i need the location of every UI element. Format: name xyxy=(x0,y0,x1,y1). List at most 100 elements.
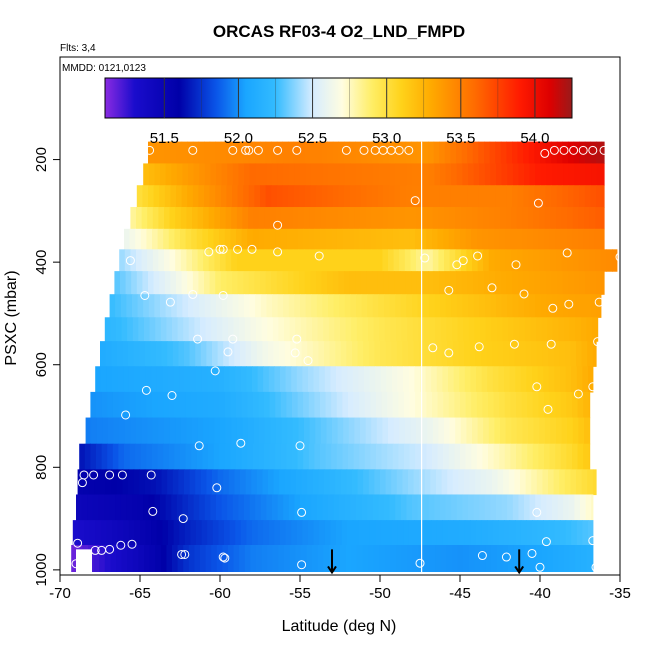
heatmap-cell xyxy=(151,366,158,393)
heatmap-cell xyxy=(256,469,263,496)
heatmap-cell xyxy=(297,443,304,470)
heatmap-cell xyxy=(261,317,268,342)
heatmap-cell xyxy=(479,294,486,318)
heatmap-cell xyxy=(467,185,474,208)
heatmap-cell xyxy=(496,317,503,342)
heatmap-cell xyxy=(376,249,383,272)
heatmap-cell xyxy=(146,228,153,250)
heatmap-cell xyxy=(458,341,465,367)
arrow-head xyxy=(514,565,525,575)
heatmap-cell xyxy=(474,545,481,573)
heatmap-cell xyxy=(544,249,551,272)
heatmap-cell xyxy=(264,249,271,272)
heatmap-cell xyxy=(134,366,141,393)
heatmap-cell xyxy=(315,417,322,445)
heatmap-cell xyxy=(304,417,311,445)
heatmap-cell xyxy=(156,366,163,393)
heatmap-cell xyxy=(425,520,432,546)
heatmap-cell xyxy=(179,520,186,546)
heatmap-cell xyxy=(170,185,177,208)
heatmap-cell xyxy=(368,317,375,342)
heatmap-cell xyxy=(337,249,344,272)
heatmap-cell xyxy=(338,185,345,208)
heatmap-cell xyxy=(156,469,163,496)
heatmap-cell xyxy=(505,207,512,230)
heatmap-cell xyxy=(336,366,343,393)
heatmap-cell xyxy=(360,271,367,295)
heatmap-cell xyxy=(512,141,519,165)
heatmap-cell xyxy=(527,443,534,470)
heatmap-cell xyxy=(259,417,266,445)
heatmap-cell xyxy=(569,545,576,573)
heatmap-cell xyxy=(264,417,271,445)
heatmap-cell xyxy=(287,417,294,445)
heatmap-cell xyxy=(187,185,194,208)
heatmap-cell xyxy=(216,317,223,342)
heatmap-cell xyxy=(204,141,211,165)
observation-circle xyxy=(121,410,131,420)
heatmap-cell xyxy=(374,341,381,367)
heatmap-cell xyxy=(112,443,119,470)
heatmap-cell xyxy=(149,317,156,342)
heatmap-cell xyxy=(415,391,422,419)
heatmap-cell xyxy=(542,341,549,367)
heatmap-cell xyxy=(582,520,589,546)
heatmap-cell xyxy=(302,520,309,546)
heatmap-cell xyxy=(438,207,445,230)
heatmap-cell xyxy=(371,417,378,445)
heatmap-cell xyxy=(444,207,451,230)
heatmap-cell xyxy=(213,391,220,419)
heatmap-cell xyxy=(321,185,328,208)
heatmap-cell xyxy=(533,207,540,230)
heatmap-cell xyxy=(464,469,471,496)
heatmap-cell xyxy=(366,141,373,165)
heatmap-cell xyxy=(580,163,587,186)
heatmap-cell xyxy=(372,271,379,295)
heatmap-cell xyxy=(496,294,503,318)
heatmap-cell xyxy=(163,391,170,419)
heatmap-cell xyxy=(487,520,494,546)
heatmap-cell xyxy=(124,228,131,250)
observation-circle xyxy=(509,339,519,349)
heatmap-cell xyxy=(387,228,394,250)
heatmap-cell xyxy=(557,494,564,521)
heatmap-cell xyxy=(364,520,371,546)
heatmap-cell xyxy=(317,545,324,573)
heatmap-cell xyxy=(493,443,500,470)
heatmap-cell xyxy=(286,228,293,250)
heatmap-cell xyxy=(507,494,514,521)
heatmap-cell xyxy=(330,366,337,393)
heatmap-cell xyxy=(563,294,570,318)
heatmap-cell xyxy=(448,391,455,419)
heatmap-cell xyxy=(592,317,599,342)
heatmap-cell xyxy=(300,163,307,186)
heatmap-cell xyxy=(461,141,468,165)
heatmap-cell xyxy=(462,294,469,318)
heatmap-cell xyxy=(130,417,137,445)
heatmap-cell xyxy=(589,249,596,272)
heatmap-cell xyxy=(535,163,542,186)
heatmap-cell xyxy=(346,469,353,496)
heatmap-cell xyxy=(347,366,354,393)
heatmap-cell xyxy=(404,391,411,419)
heatmap-cell xyxy=(532,228,539,250)
heatmap-cell xyxy=(528,207,535,230)
heatmap-cell xyxy=(196,391,203,419)
heatmap-cell xyxy=(291,520,298,546)
heatmap-cell xyxy=(124,417,131,445)
heatmap-cell xyxy=(364,391,371,419)
heatmap-cell xyxy=(245,341,252,367)
heatmap-cell xyxy=(273,341,280,367)
heatmap-cell xyxy=(389,494,396,521)
heatmap-cell xyxy=(516,249,523,272)
heatmap-cell xyxy=(384,317,391,342)
heatmap-cell xyxy=(477,249,484,272)
heatmap-cell xyxy=(120,271,127,295)
heatmap-cell xyxy=(482,443,489,470)
heatmap-cell xyxy=(221,294,228,318)
heatmap-cell xyxy=(175,417,182,445)
heatmap-row xyxy=(143,163,605,186)
heatmap-cell xyxy=(155,545,162,573)
heatmap-row xyxy=(85,417,591,445)
heatmap-cell xyxy=(79,443,86,470)
